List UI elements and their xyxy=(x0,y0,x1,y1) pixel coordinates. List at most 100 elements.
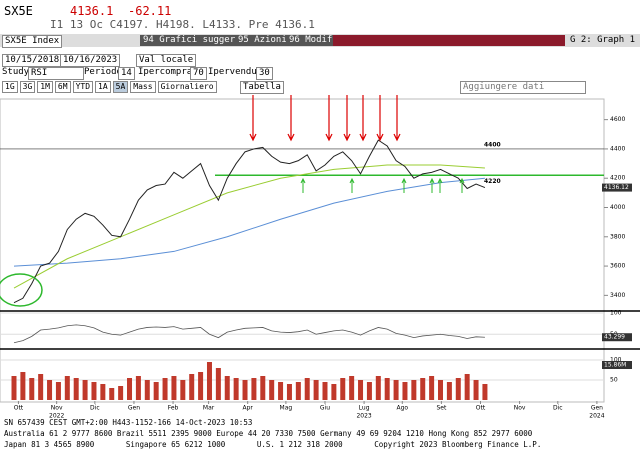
period-button[interactable]: YTD xyxy=(72,81,94,93)
volume-bar xyxy=(420,378,426,400)
ticker: SX5E xyxy=(4,4,33,18)
start-date[interactable]: 10/15/2018 xyxy=(2,54,63,67)
volume-bar xyxy=(402,382,408,400)
badge-label: 15.86M xyxy=(604,362,626,369)
volume-bar xyxy=(473,380,479,400)
volume-bar xyxy=(384,378,390,400)
period-button[interactable]: 6M xyxy=(54,81,71,93)
volume-bar xyxy=(180,380,186,400)
study[interactable]: RSI xyxy=(28,67,84,80)
last: 4136.1 xyxy=(70,4,114,18)
volume-bar xyxy=(446,382,452,400)
table-button[interactable]: Tabella xyxy=(240,81,284,94)
y-tick-label: 3600 xyxy=(610,263,625,270)
x-tick-label: Mag xyxy=(280,405,293,412)
volume-bar xyxy=(198,372,204,400)
sell-arrow xyxy=(393,95,401,142)
oversold[interactable]: 30 xyxy=(256,67,273,80)
volume-bar xyxy=(109,388,115,400)
year-label: 2023 xyxy=(356,413,371,420)
period-button[interactable]: Giornaliero xyxy=(157,81,217,93)
badge xyxy=(602,361,632,369)
x-tick-label: Giu xyxy=(320,405,330,412)
volume-bar xyxy=(127,378,133,400)
period-button[interactable]: Mass xyxy=(130,81,156,93)
volume-bar xyxy=(482,384,488,400)
volume-bar xyxy=(269,380,275,400)
period-button[interactable]: 3G xyxy=(19,81,36,93)
volume-bar xyxy=(411,380,417,400)
x-tick-label: Ott xyxy=(476,405,486,412)
moving-average xyxy=(13,164,485,289)
volume-bar xyxy=(358,380,364,400)
x-tick-label: Gen xyxy=(591,405,603,412)
x-tick-label: Set xyxy=(436,405,447,412)
volume-bar xyxy=(29,378,35,400)
volume-bar xyxy=(100,384,106,400)
volume-bar xyxy=(118,386,124,400)
x-tick-label: Nov xyxy=(51,405,63,412)
period-label: Periodo xyxy=(84,67,122,77)
y-tick-label: 4600 xyxy=(610,116,625,123)
volume-bar xyxy=(73,378,79,400)
graph: G 2: Graph 1 xyxy=(570,35,636,45)
add-data[interactable]: Aggiungere dati xyxy=(460,81,586,94)
y-tick-label: 100 xyxy=(610,310,622,317)
volume-bar xyxy=(215,368,221,400)
y-tick-label: 3400 xyxy=(610,292,625,299)
period-button[interactable]: 1M xyxy=(37,81,53,93)
end-date[interactable]: 10/16/2023 xyxy=(60,54,121,67)
period-button[interactable]: 1G xyxy=(2,81,18,93)
volume-bar xyxy=(233,378,239,400)
volume-bar xyxy=(55,382,61,400)
badge xyxy=(602,333,632,342)
x-tick-label: Gen xyxy=(128,405,140,412)
volume-bar xyxy=(349,376,355,400)
sell-arrow xyxy=(249,95,257,142)
level-label: 4400 xyxy=(484,141,501,148)
volume-bar xyxy=(429,376,435,400)
y-tick-label: 4400 xyxy=(610,145,625,152)
rsi-line xyxy=(13,324,485,344)
volume-bar xyxy=(38,374,44,400)
volume-bar xyxy=(64,376,70,400)
year-label: 2024 xyxy=(589,413,604,420)
panel-frame xyxy=(0,98,605,403)
y-tick-label: 4000 xyxy=(610,204,625,211)
footer-line: SN 657439 CEST GMT+2:00 H443-1152-166 14… xyxy=(4,418,253,427)
menu[interactable]: 95 Azioni xyxy=(235,35,290,46)
sell-arrow xyxy=(325,95,333,142)
buy-arrow xyxy=(459,177,465,193)
menu[interactable]: 96 Modif xyxy=(286,35,336,46)
volume-bar xyxy=(242,380,248,400)
period[interactable]: 14 xyxy=(118,67,135,80)
menu[interactable]: 94 Grafici suggeriti xyxy=(140,35,255,46)
buy-arrow xyxy=(429,177,435,193)
currency[interactable]: Val locale xyxy=(136,54,197,67)
volume-bar xyxy=(224,376,230,400)
level-label: 4220 xyxy=(484,178,501,185)
period-button[interactable]: 5A xyxy=(112,81,129,93)
x-tick-label: Dic xyxy=(553,405,563,412)
buy-arrow xyxy=(401,177,407,193)
sell-arrow xyxy=(359,95,367,142)
y-tick-label: 100 xyxy=(610,357,622,364)
volume-bar xyxy=(438,380,444,400)
x-tick-label: Ago xyxy=(397,405,409,412)
x-tick-label: Dic xyxy=(90,405,100,412)
volume-bar xyxy=(393,380,399,400)
period-button[interactable]: 1A xyxy=(95,81,111,93)
footer-line: Australia 61 2 9777 8600 Brazil 5511 239… xyxy=(4,429,533,438)
sell-arrow xyxy=(287,95,295,142)
x-tick-label: Ott xyxy=(14,405,24,412)
overbought[interactable]: 70 xyxy=(190,67,207,80)
volume-bar xyxy=(91,382,97,400)
x-tick-label: Lug xyxy=(359,405,370,412)
highlight-circle xyxy=(0,273,43,307)
volume-bar xyxy=(286,384,292,400)
buy-arrow xyxy=(349,177,355,193)
security[interactable]: SX5E Index xyxy=(2,35,63,48)
volume-bar xyxy=(11,376,17,400)
buy-arrow xyxy=(437,177,443,193)
